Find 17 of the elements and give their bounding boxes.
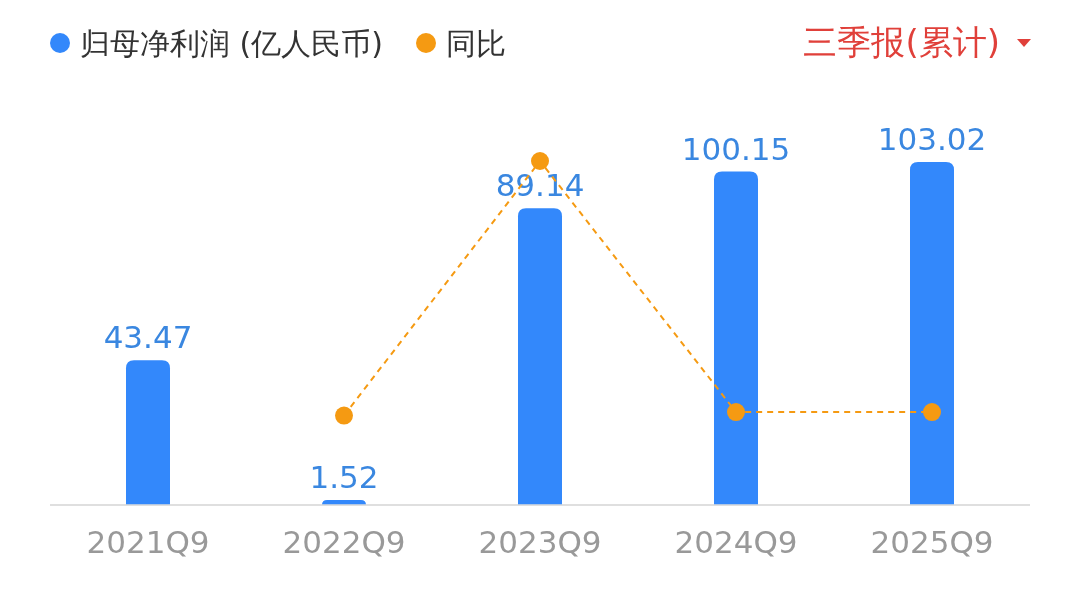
- x-tick-label: 2025Q9: [870, 524, 994, 560]
- legend-label: 同比: [446, 26, 506, 61]
- data-label: 100.15: [681, 130, 791, 167]
- x-tick-label: 2024Q9: [674, 524, 798, 560]
- legend-label: 归母净利润 (亿人民币): [80, 26, 383, 61]
- data-label: 89.14: [495, 167, 585, 204]
- x-tick-label: 2023Q9: [478, 524, 602, 560]
- data-label: 43.47: [103, 319, 193, 356]
- bar: [910, 162, 954, 505]
- x-tick-label: 2022Q9: [282, 524, 406, 560]
- bar: [126, 360, 170, 505]
- data-label: 1.52: [309, 458, 379, 495]
- text: 三季报(累计): [803, 22, 1000, 62]
- x-tick-label: 2021Q9: [86, 524, 210, 560]
- data-label: 103.02: [877, 121, 987, 157]
- bar: [714, 171, 758, 505]
- bar: [518, 208, 562, 505]
